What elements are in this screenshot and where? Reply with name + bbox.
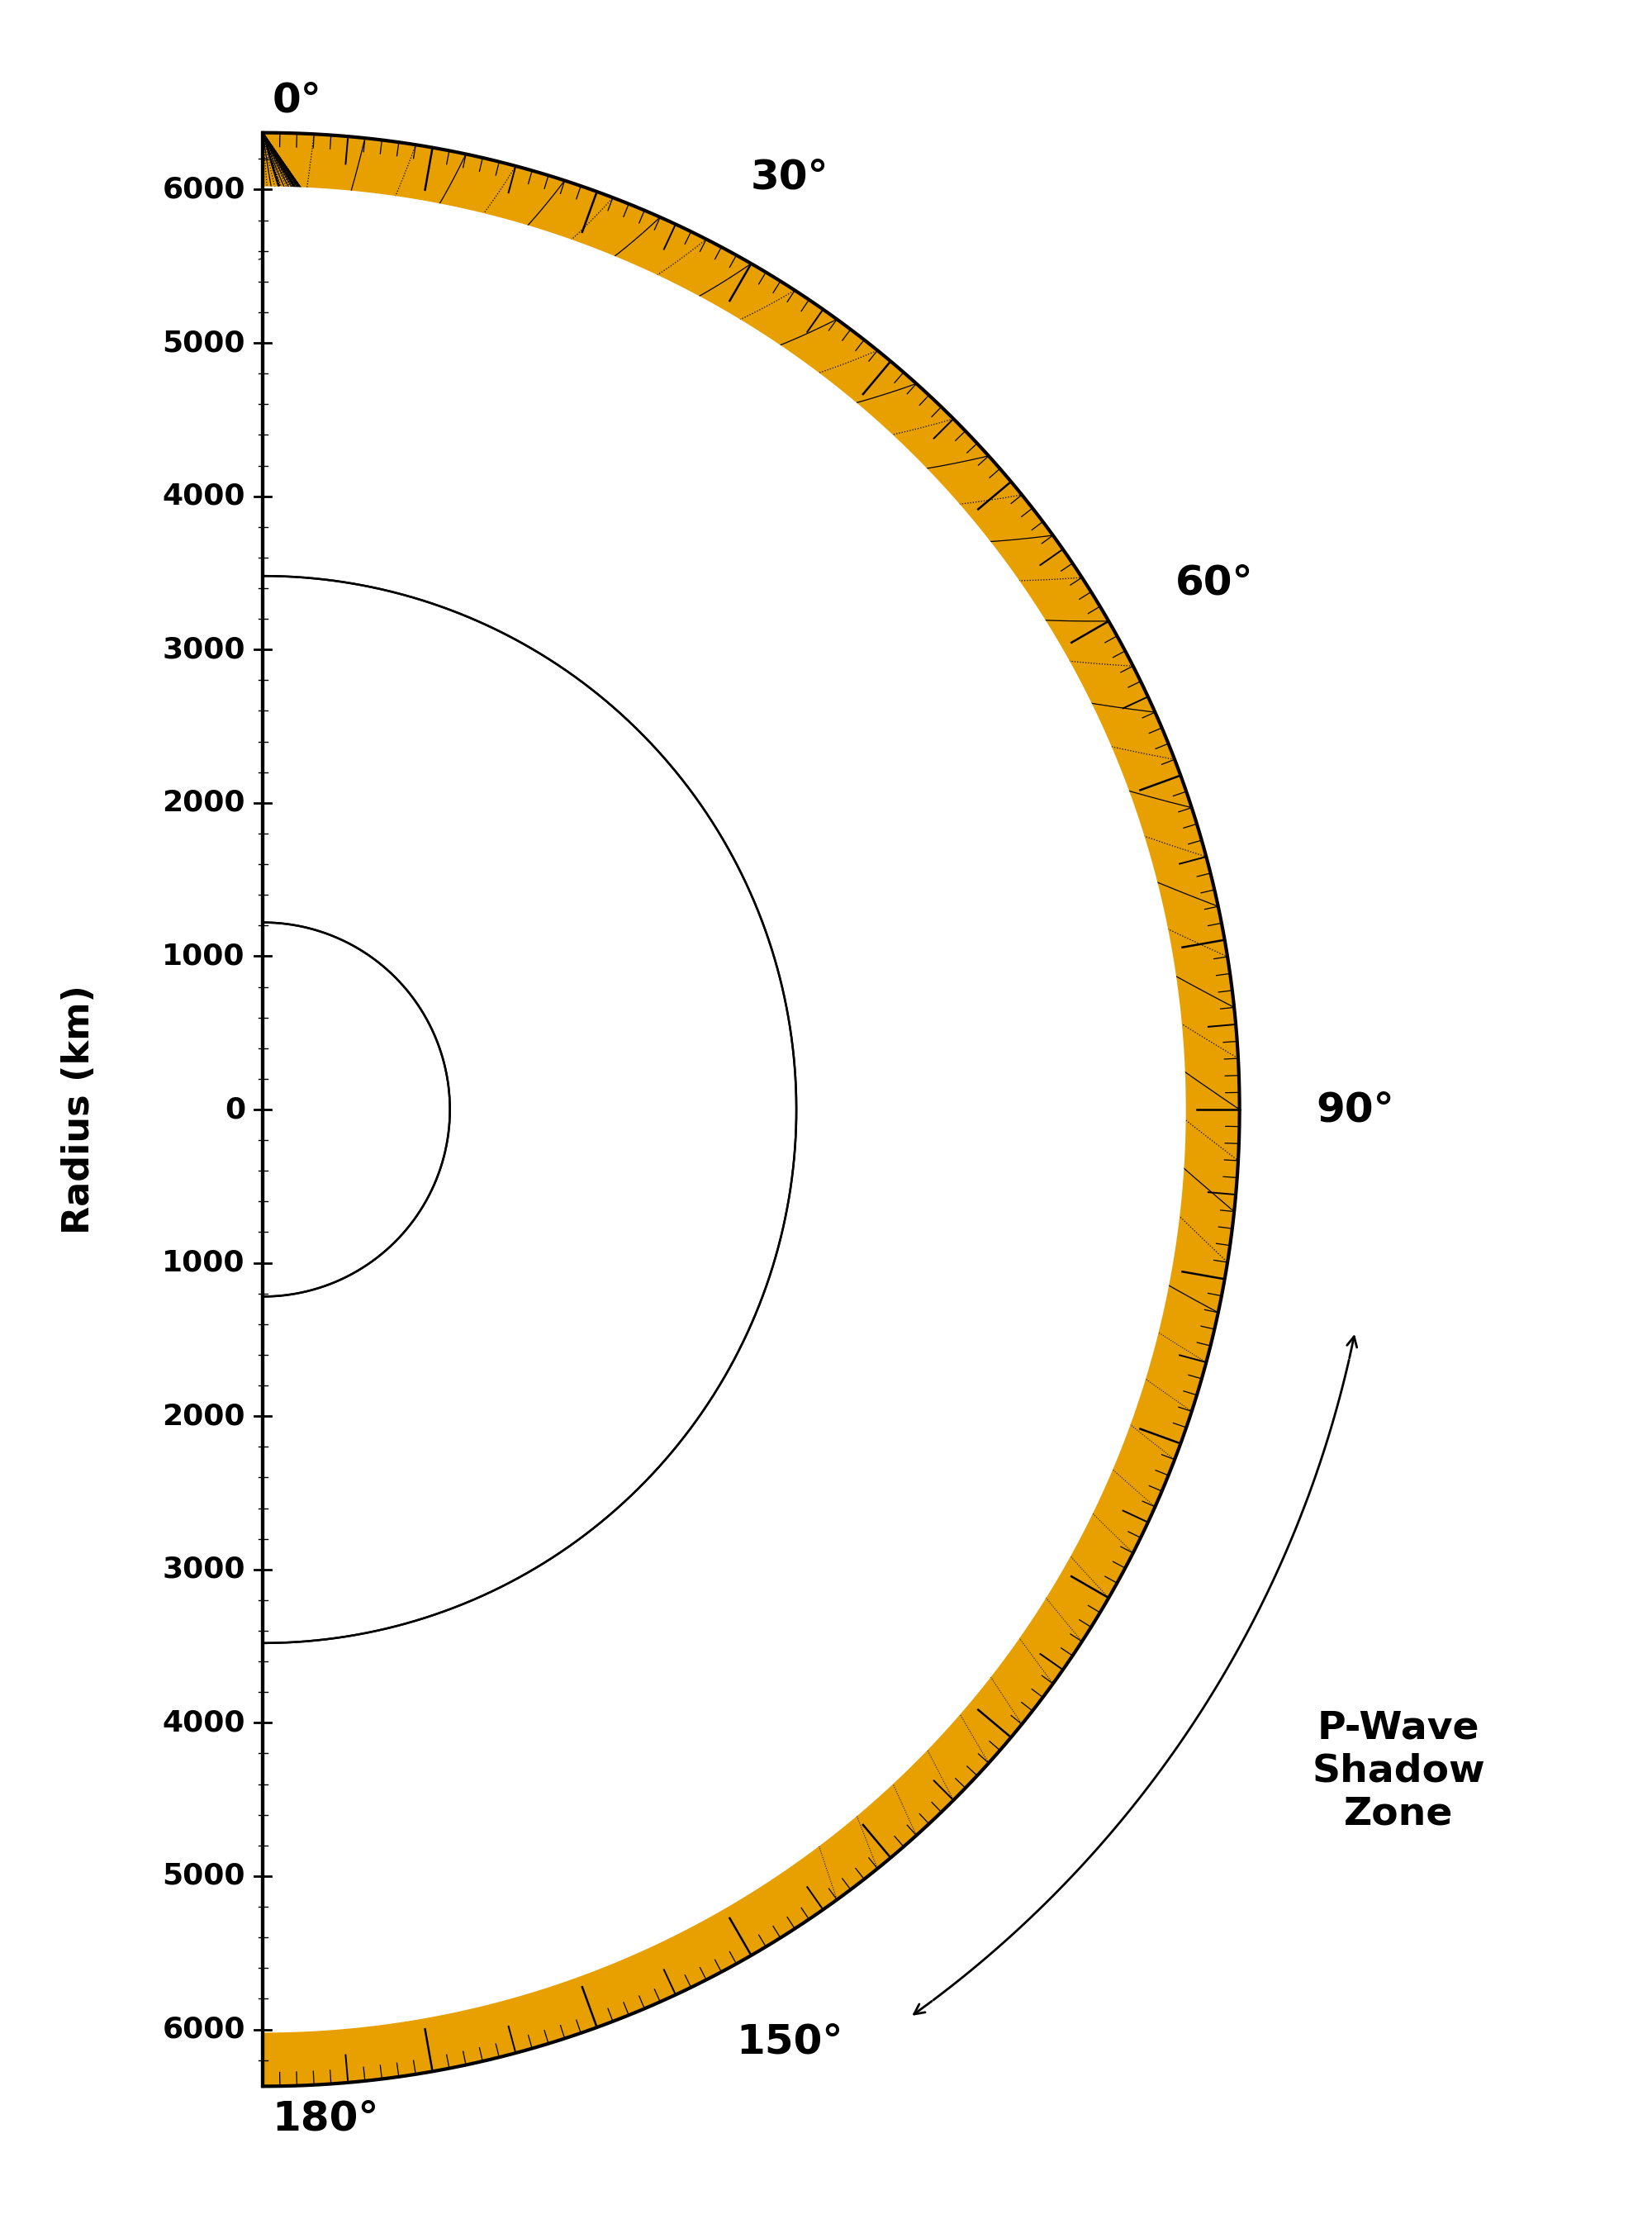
Text: 3000: 3000 — [162, 635, 244, 663]
Text: 180°: 180° — [273, 2099, 378, 2139]
Text: P-Wave
Shadow
Zone: P-Wave Shadow Zone — [1312, 1709, 1485, 1833]
Text: Radius (km): Radius (km) — [61, 985, 97, 1234]
Text: 3000: 3000 — [162, 1556, 244, 1584]
Text: 2000: 2000 — [162, 788, 244, 817]
Polygon shape — [263, 577, 796, 1642]
Text: 1000: 1000 — [162, 1249, 244, 1276]
Polygon shape — [263, 133, 1239, 2086]
Text: 6000: 6000 — [162, 175, 244, 204]
Text: 90°: 90° — [1317, 1090, 1394, 1129]
Polygon shape — [263, 923, 449, 1296]
Text: 0°: 0° — [273, 80, 322, 120]
Text: 150°: 150° — [737, 2022, 843, 2061]
Polygon shape — [263, 186, 1186, 2033]
Text: 5000: 5000 — [162, 1862, 244, 1891]
Polygon shape — [263, 133, 1239, 2086]
Text: 5000: 5000 — [162, 328, 244, 357]
Polygon shape — [263, 577, 796, 1642]
Text: 6000: 6000 — [162, 2015, 244, 2044]
Text: 4000: 4000 — [162, 1709, 244, 1737]
Text: 2000: 2000 — [162, 1402, 244, 1431]
Text: 4000: 4000 — [162, 482, 244, 510]
Text: 0: 0 — [225, 1096, 244, 1123]
Text: 1000: 1000 — [162, 943, 244, 970]
Text: 30°: 30° — [750, 158, 829, 197]
Text: 60°: 60° — [1175, 564, 1254, 604]
Polygon shape — [263, 923, 449, 1296]
